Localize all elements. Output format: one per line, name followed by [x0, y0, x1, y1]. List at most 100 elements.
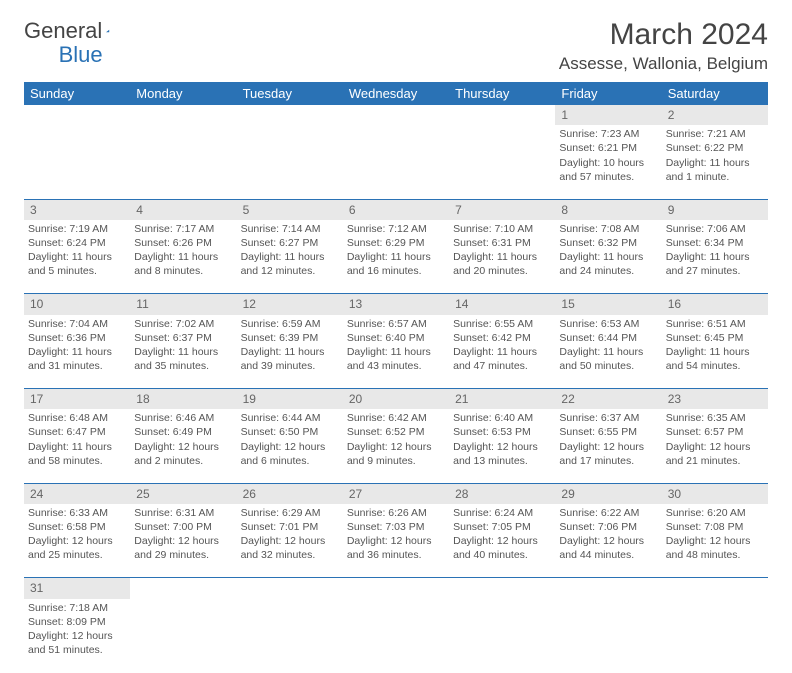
daylight-text: Daylight: 11 hours and 12 minutes.: [241, 250, 339, 278]
day-number: 11: [130, 294, 236, 315]
day-header-row: SundayMondayTuesdayWednesdayThursdayFrid…: [24, 82, 768, 105]
day-number: 25: [130, 483, 236, 504]
day-number: [130, 105, 236, 125]
day-cell: [662, 599, 768, 673]
day-header: Friday: [555, 82, 661, 105]
day-cell: Sunrise: 6:22 AMSunset: 7:06 PMDaylight:…: [555, 504, 661, 578]
daylight-text: Daylight: 12 hours and 29 minutes.: [134, 534, 232, 562]
day-number: 29: [555, 483, 661, 504]
sunrise-text: Sunrise: 6:26 AM: [347, 506, 445, 520]
daynum-row: 12: [24, 105, 768, 125]
header: General March 2024 Assesse, Wallonia, Be…: [24, 18, 768, 74]
sunrise-text: Sunrise: 7:06 AM: [666, 222, 764, 236]
week-row: Sunrise: 7:04 AMSunset: 6:36 PMDaylight:…: [24, 315, 768, 389]
sunrise-text: Sunrise: 6:44 AM: [241, 411, 339, 425]
day-number: 16: [662, 294, 768, 315]
sunset-text: Sunset: 6:50 PM: [241, 425, 339, 439]
week-row: Sunrise: 7:19 AMSunset: 6:24 PMDaylight:…: [24, 220, 768, 294]
sunrise-text: Sunrise: 6:37 AM: [559, 411, 657, 425]
day-number: [343, 105, 449, 125]
sunrise-text: Sunrise: 7:14 AM: [241, 222, 339, 236]
day-cell: Sunrise: 7:06 AMSunset: 6:34 PMDaylight:…: [662, 220, 768, 294]
sunrise-text: Sunrise: 6:33 AM: [28, 506, 126, 520]
day-cell: Sunrise: 7:19 AMSunset: 6:24 PMDaylight:…: [24, 220, 130, 294]
day-number: 21: [449, 389, 555, 410]
daylight-text: Daylight: 12 hours and 25 minutes.: [28, 534, 126, 562]
sunset-text: Sunset: 6:24 PM: [28, 236, 126, 250]
day-number: 15: [555, 294, 661, 315]
day-header: Wednesday: [343, 82, 449, 105]
day-number: [343, 578, 449, 599]
day-number: 26: [237, 483, 343, 504]
daylight-text: Daylight: 12 hours and 6 minutes.: [241, 440, 339, 468]
daylight-text: Daylight: 11 hours and 5 minutes.: [28, 250, 126, 278]
sunrise-text: Sunrise: 6:55 AM: [453, 317, 551, 331]
sunset-text: Sunset: 6:44 PM: [559, 331, 657, 345]
sunrise-text: Sunrise: 6:46 AM: [134, 411, 232, 425]
sunset-text: Sunset: 6:34 PM: [666, 236, 764, 250]
sunrise-text: Sunrise: 6:20 AM: [666, 506, 764, 520]
day-cell: Sunrise: 6:20 AMSunset: 7:08 PMDaylight:…: [662, 504, 768, 578]
sunset-text: Sunset: 6:47 PM: [28, 425, 126, 439]
day-cell: Sunrise: 6:48 AMSunset: 6:47 PMDaylight:…: [24, 409, 130, 483]
sunrise-text: Sunrise: 6:40 AM: [453, 411, 551, 425]
daylight-text: Daylight: 12 hours and 44 minutes.: [559, 534, 657, 562]
day-cell: [449, 125, 555, 199]
daylight-text: Daylight: 11 hours and 50 minutes.: [559, 345, 657, 373]
sunrise-text: Sunrise: 7:08 AM: [559, 222, 657, 236]
daylight-text: Daylight: 12 hours and 2 minutes.: [134, 440, 232, 468]
day-cell: Sunrise: 7:08 AMSunset: 6:32 PMDaylight:…: [555, 220, 661, 294]
day-number: 14: [449, 294, 555, 315]
week-row: Sunrise: 7:18 AMSunset: 8:09 PMDaylight:…: [24, 599, 768, 673]
day-cell: Sunrise: 6:33 AMSunset: 6:58 PMDaylight:…: [24, 504, 130, 578]
day-number: 30: [662, 483, 768, 504]
daylight-text: Daylight: 11 hours and 20 minutes.: [453, 250, 551, 278]
day-cell: Sunrise: 6:57 AMSunset: 6:40 PMDaylight:…: [343, 315, 449, 389]
sunset-text: Sunset: 7:06 PM: [559, 520, 657, 534]
day-number: 4: [130, 199, 236, 220]
sunrise-text: Sunrise: 7:17 AM: [134, 222, 232, 236]
daynum-row: 31: [24, 578, 768, 599]
week-row: Sunrise: 7:23 AMSunset: 6:21 PMDaylight:…: [24, 125, 768, 199]
daylight-text: Daylight: 10 hours and 57 minutes.: [559, 156, 657, 184]
daylight-text: Daylight: 12 hours and 40 minutes.: [453, 534, 551, 562]
day-number: [449, 105, 555, 125]
logo-triangle-icon: [106, 23, 109, 39]
sunrise-text: Sunrise: 7:10 AM: [453, 222, 551, 236]
day-header: Sunday: [24, 82, 130, 105]
day-number: 9: [662, 199, 768, 220]
day-header: Monday: [130, 82, 236, 105]
day-number: 10: [24, 294, 130, 315]
daylight-text: Daylight: 11 hours and 8 minutes.: [134, 250, 232, 278]
logo-text-1: General: [24, 18, 102, 44]
day-cell: Sunrise: 7:18 AMSunset: 8:09 PMDaylight:…: [24, 599, 130, 673]
day-cell: Sunrise: 6:24 AMSunset: 7:05 PMDaylight:…: [449, 504, 555, 578]
daylight-text: Daylight: 11 hours and 58 minutes.: [28, 440, 126, 468]
sunrise-text: Sunrise: 6:29 AM: [241, 506, 339, 520]
day-number: 8: [555, 199, 661, 220]
sunset-text: Sunset: 6:45 PM: [666, 331, 764, 345]
sunset-text: Sunset: 6:32 PM: [559, 236, 657, 250]
sunrise-text: Sunrise: 6:42 AM: [347, 411, 445, 425]
sunrise-text: Sunrise: 7:21 AM: [666, 127, 764, 141]
daynum-row: 10111213141516: [24, 294, 768, 315]
day-cell: Sunrise: 6:35 AMSunset: 6:57 PMDaylight:…: [662, 409, 768, 483]
week-row: Sunrise: 6:33 AMSunset: 6:58 PMDaylight:…: [24, 504, 768, 578]
day-cell: [449, 599, 555, 673]
sunrise-text: Sunrise: 7:02 AM: [134, 317, 232, 331]
sunrise-text: Sunrise: 6:48 AM: [28, 411, 126, 425]
location: Assesse, Wallonia, Belgium: [559, 54, 768, 74]
daylight-text: Daylight: 12 hours and 32 minutes.: [241, 534, 339, 562]
day-number: [237, 105, 343, 125]
daynum-row: 24252627282930: [24, 483, 768, 504]
day-number: [662, 578, 768, 599]
sunrise-text: Sunrise: 6:35 AM: [666, 411, 764, 425]
day-cell: Sunrise: 7:17 AMSunset: 6:26 PMDaylight:…: [130, 220, 236, 294]
day-cell: Sunrise: 6:46 AMSunset: 6:49 PMDaylight:…: [130, 409, 236, 483]
daylight-text: Daylight: 11 hours and 43 minutes.: [347, 345, 445, 373]
sunrise-text: Sunrise: 7:23 AM: [559, 127, 657, 141]
day-number: 23: [662, 389, 768, 410]
day-cell: Sunrise: 7:04 AMSunset: 6:36 PMDaylight:…: [24, 315, 130, 389]
sunset-text: Sunset: 6:22 PM: [666, 141, 764, 155]
month-title: March 2024: [559, 18, 768, 52]
